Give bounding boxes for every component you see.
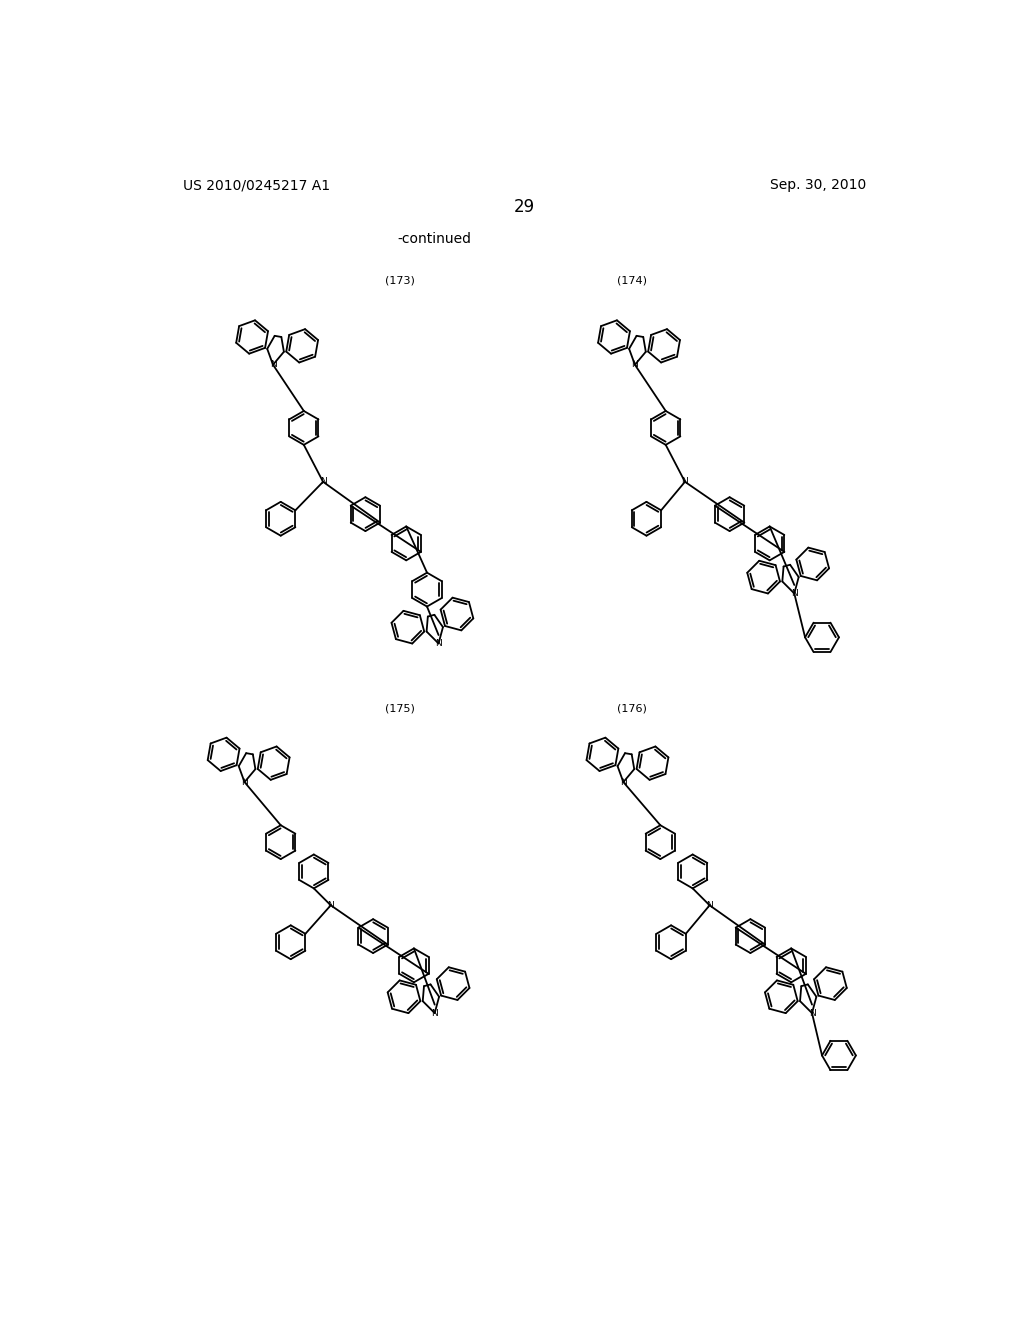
Text: N: N <box>707 900 713 909</box>
Text: N: N <box>328 900 334 909</box>
Text: N: N <box>269 360 276 370</box>
Text: (173): (173) <box>385 275 415 285</box>
Text: (176): (176) <box>617 704 647 714</box>
Text: N: N <box>632 360 638 370</box>
Text: -continued: -continued <box>397 232 472 247</box>
Text: N: N <box>809 1008 815 1018</box>
Text: N: N <box>319 478 327 486</box>
Text: N: N <box>791 589 798 598</box>
Text: N: N <box>431 1008 438 1018</box>
Text: 29: 29 <box>514 198 536 216</box>
Text: N: N <box>620 777 627 787</box>
Text: N: N <box>435 639 442 648</box>
Text: US 2010/0245217 A1: US 2010/0245217 A1 <box>183 178 330 193</box>
Text: (174): (174) <box>617 275 647 285</box>
Text: N: N <box>682 478 688 486</box>
Text: Sep. 30, 2010: Sep. 30, 2010 <box>770 178 866 193</box>
Text: (175): (175) <box>385 704 415 714</box>
Text: N: N <box>241 777 248 787</box>
